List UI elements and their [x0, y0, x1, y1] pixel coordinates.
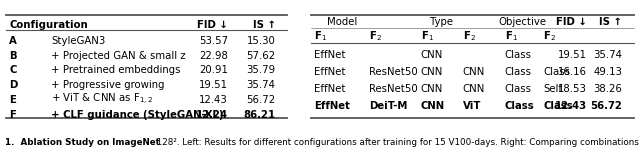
Text: 22.98: 22.98	[199, 51, 228, 61]
Text: 35.74: 35.74	[246, 80, 276, 90]
Text: Type: Type	[430, 17, 453, 27]
Text: 12.24: 12.24	[196, 110, 228, 119]
Text: IS ↑: IS ↑	[253, 20, 276, 30]
Text: Model: Model	[326, 17, 356, 27]
Text: Class: Class	[504, 101, 534, 111]
Text: CNN: CNN	[463, 84, 485, 94]
Text: DeiT-M: DeiT-M	[369, 101, 408, 111]
Text: 16.16: 16.16	[558, 67, 587, 77]
Text: Class: Class	[504, 50, 532, 60]
Text: EffNet: EffNet	[314, 101, 350, 111]
Text: F$_2$: F$_2$	[543, 30, 556, 43]
Text: Self: Self	[543, 84, 563, 94]
Text: FID ↓: FID ↓	[197, 20, 228, 30]
Text: ResNet50: ResNet50	[369, 67, 418, 77]
Text: IS ↑: IS ↑	[599, 17, 622, 27]
Text: Class: Class	[543, 101, 573, 111]
Text: A: A	[9, 36, 17, 46]
Text: F$_2$: F$_2$	[369, 30, 382, 43]
Text: + Pretrained embeddings: + Pretrained embeddings	[51, 65, 180, 75]
Text: 12.43: 12.43	[199, 95, 228, 105]
Text: E: E	[9, 95, 16, 105]
Text: + ViT & CNN as F$_{1,2}$: + ViT & CNN as F$_{1,2}$	[51, 92, 153, 107]
Text: Objective: Objective	[499, 17, 547, 27]
Text: 19.51: 19.51	[199, 80, 228, 90]
Text: F$_2$: F$_2$	[463, 30, 476, 43]
Text: + Progressive growing: + Progressive growing	[51, 80, 164, 90]
Text: EffNet: EffNet	[314, 67, 346, 77]
Text: 35.79: 35.79	[246, 65, 276, 75]
Text: C: C	[9, 65, 17, 75]
Text: F: F	[9, 110, 16, 119]
Text: CNN: CNN	[420, 50, 443, 60]
Text: FID ↓: FID ↓	[556, 17, 587, 27]
Text: + Projected GAN & small z: + Projected GAN & small z	[51, 51, 186, 61]
Text: 49.13: 49.13	[593, 67, 622, 77]
Text: CNN: CNN	[463, 67, 485, 77]
Text: 20.91: 20.91	[199, 65, 228, 75]
Text: Class: Class	[504, 67, 532, 77]
Text: F$_1$: F$_1$	[420, 30, 433, 43]
Text: 38.26: 38.26	[593, 84, 622, 94]
Text: 19.51: 19.51	[558, 50, 587, 60]
Text: F$_1$: F$_1$	[314, 30, 327, 43]
Text: B: B	[9, 51, 17, 61]
Text: EffNet: EffNet	[314, 50, 346, 60]
Text: Configuration: Configuration	[9, 20, 88, 30]
Text: 86.21: 86.21	[244, 110, 276, 119]
Text: CNN: CNN	[420, 84, 443, 94]
Text: D: D	[9, 80, 17, 90]
Text: 53.57: 53.57	[199, 36, 228, 46]
Text: ViT: ViT	[463, 101, 481, 111]
Text: 56.72: 56.72	[591, 101, 622, 111]
Text: 12.43: 12.43	[555, 101, 587, 111]
Text: StyleGAN3: StyleGAN3	[51, 36, 106, 46]
Text: 57.62: 57.62	[246, 51, 276, 61]
Text: CNN: CNN	[420, 101, 445, 111]
Text: Class: Class	[504, 84, 532, 94]
Text: CNN: CNN	[420, 67, 443, 77]
Text: EffNet: EffNet	[314, 84, 346, 94]
Text: F$_1$: F$_1$	[504, 30, 517, 43]
Text: + CLF guidance (StyleGAN-XL): + CLF guidance (StyleGAN-XL)	[51, 110, 224, 119]
Text: 1.  Ablation Study on ImageNet: 1. Ablation Study on ImageNet	[5, 138, 160, 147]
Text: 15.30: 15.30	[247, 36, 276, 46]
Text: 35.74: 35.74	[593, 50, 622, 60]
Text: ResNet50: ResNet50	[369, 84, 418, 94]
Text: 18.53: 18.53	[558, 84, 587, 94]
Text: 128². Left: Results for different configurations after training for 15 V100-days: 128². Left: Results for different config…	[154, 138, 640, 147]
Text: Class: Class	[543, 67, 570, 77]
Text: 56.72: 56.72	[246, 95, 276, 105]
